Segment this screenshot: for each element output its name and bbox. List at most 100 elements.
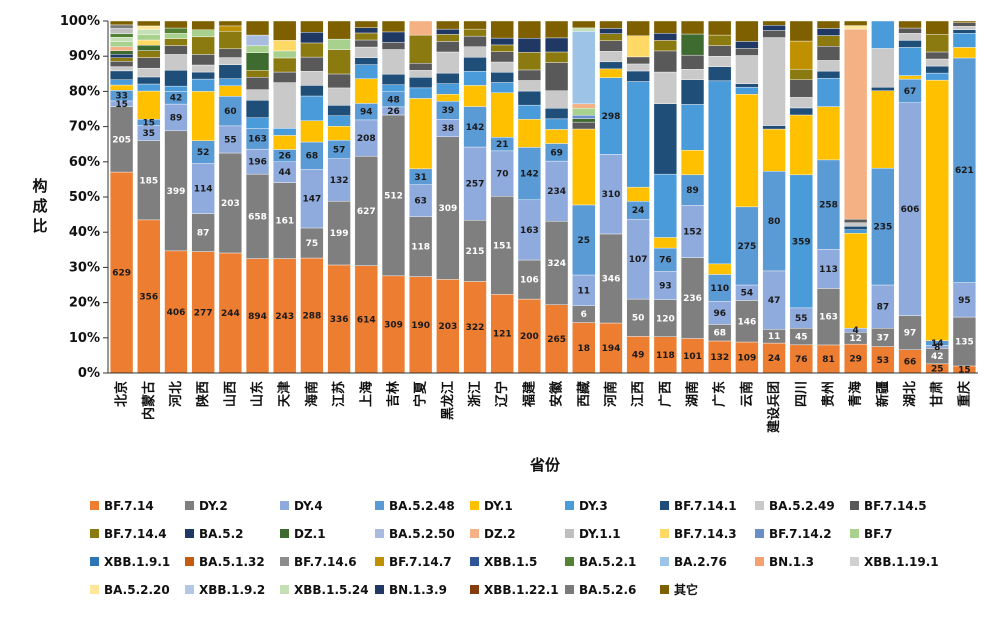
legend-item: BF.7.14.1 <box>660 499 737 513</box>
bar-segment <box>844 28 868 220</box>
x-axis-title: 省份 <box>529 456 561 474</box>
bar-segment <box>925 65 949 74</box>
bar-segment <box>680 33 705 56</box>
legend-item: XBB.1.19.1 <box>850 555 939 569</box>
bar-segment <box>137 67 161 78</box>
legend-swatch <box>90 557 99 566</box>
legend-swatch <box>90 529 99 538</box>
bar-segment <box>572 20 596 29</box>
x-tick-label: 北京 <box>114 381 130 407</box>
data-label: 236 <box>683 294 702 304</box>
bar-stack <box>354 20 378 374</box>
bar-segment <box>300 95 324 121</box>
bar-segment <box>653 33 677 41</box>
x-tick-label: 安徽 <box>549 380 565 407</box>
data-label: 234 <box>547 187 566 197</box>
y-axis-title-char-1: 构 <box>32 177 47 195</box>
data-label: 894 <box>248 312 267 322</box>
data-label: 11 <box>768 332 781 342</box>
legend-swatch <box>565 585 574 594</box>
bar-segment <box>300 71 324 86</box>
bar-segment <box>381 31 406 43</box>
data-label: 42 <box>170 94 183 104</box>
legend-item: BA.5.1.32 <box>185 555 265 569</box>
x-tick-label: 河北 <box>168 381 184 407</box>
bar-segment <box>544 37 569 53</box>
data-label: 324 <box>547 259 566 269</box>
bar-segment <box>653 20 677 34</box>
bar-segment <box>572 121 596 130</box>
bar-segment <box>191 91 215 141</box>
bar-segment <box>109 66 134 72</box>
data-label: 151 <box>493 241 512 251</box>
data-label: 196 <box>248 158 267 168</box>
bar-segment <box>463 20 487 30</box>
data-label: 63 <box>414 197 427 207</box>
bar-segment <box>925 79 949 341</box>
bar-segment <box>218 57 242 65</box>
bar-segment <box>327 49 351 75</box>
legend-swatch <box>280 501 289 510</box>
bar-segment <box>490 61 514 73</box>
bar-segment <box>191 54 215 66</box>
data-label: 190 <box>411 321 430 331</box>
legend-item: XBB.1.9.1 <box>90 555 170 569</box>
data-label: 42 <box>931 352 944 362</box>
legend-item: BF.7.14.6 <box>280 555 357 569</box>
data-label: 6 <box>581 310 587 320</box>
bar-segment <box>599 40 623 52</box>
bar-segment <box>109 28 134 34</box>
data-label: 606 <box>901 205 920 215</box>
x-tick-label: 山东 <box>250 381 266 407</box>
data-label: 322 <box>466 323 485 333</box>
bar-segment <box>572 103 596 109</box>
data-label: 235 <box>873 223 892 233</box>
bar-segment <box>898 33 922 41</box>
bar-segment <box>572 108 596 116</box>
data-label: 163 <box>520 226 539 236</box>
bar-stack <box>653 20 677 374</box>
data-label: 55 <box>224 135 237 145</box>
y-tick-label: 0% <box>78 366 100 381</box>
x-tick-label: 福建 <box>521 381 537 408</box>
bar-segment <box>762 128 786 172</box>
x-tick-label: 西藏 <box>576 381 592 407</box>
data-label: 4 <box>853 326 859 336</box>
bar-segment <box>245 89 270 101</box>
x-tick-label: 新疆 <box>875 381 891 407</box>
x-tick-label: 河南 <box>603 381 619 407</box>
data-label: 80 <box>768 217 781 227</box>
data-label: 14 <box>931 339 944 349</box>
bar-segment <box>436 28 460 35</box>
bar-segment <box>680 20 705 35</box>
x-tick-label: 山西 <box>222 381 238 407</box>
bar-segment <box>626 63 650 72</box>
bar-segment <box>517 80 542 92</box>
legend-label: BF.7.14.2 <box>769 527 832 541</box>
data-label: 75 <box>306 239 319 249</box>
bar-segment <box>409 63 433 71</box>
data-label: 118 <box>656 351 675 361</box>
bar-segment <box>952 22 977 27</box>
bar-stack <box>816 20 841 374</box>
bar-segment <box>898 20 922 29</box>
bar-segment <box>381 42 406 50</box>
bar-stack <box>898 20 922 374</box>
legend-label: XBB.1.9.1 <box>104 555 170 569</box>
bar-segment <box>354 20 378 28</box>
bar-segment <box>789 114 813 176</box>
data-label: 658 <box>248 212 267 222</box>
data-label: 147 <box>303 195 322 205</box>
legend-item: BF.7.14.2 <box>755 527 832 541</box>
bar-segment <box>109 54 134 58</box>
bar-stack <box>762 20 786 374</box>
bar-segment <box>381 84 406 92</box>
bar-segment <box>327 105 351 116</box>
bar-segment <box>354 64 378 79</box>
legend-label: BF.7.14.4 <box>104 527 167 541</box>
legend-label: XBB.1.19.1 <box>864 555 939 569</box>
bar-segment <box>898 75 922 80</box>
bar-segment <box>762 20 786 26</box>
data-label: 15 <box>115 100 128 110</box>
bar-segment <box>816 35 841 47</box>
